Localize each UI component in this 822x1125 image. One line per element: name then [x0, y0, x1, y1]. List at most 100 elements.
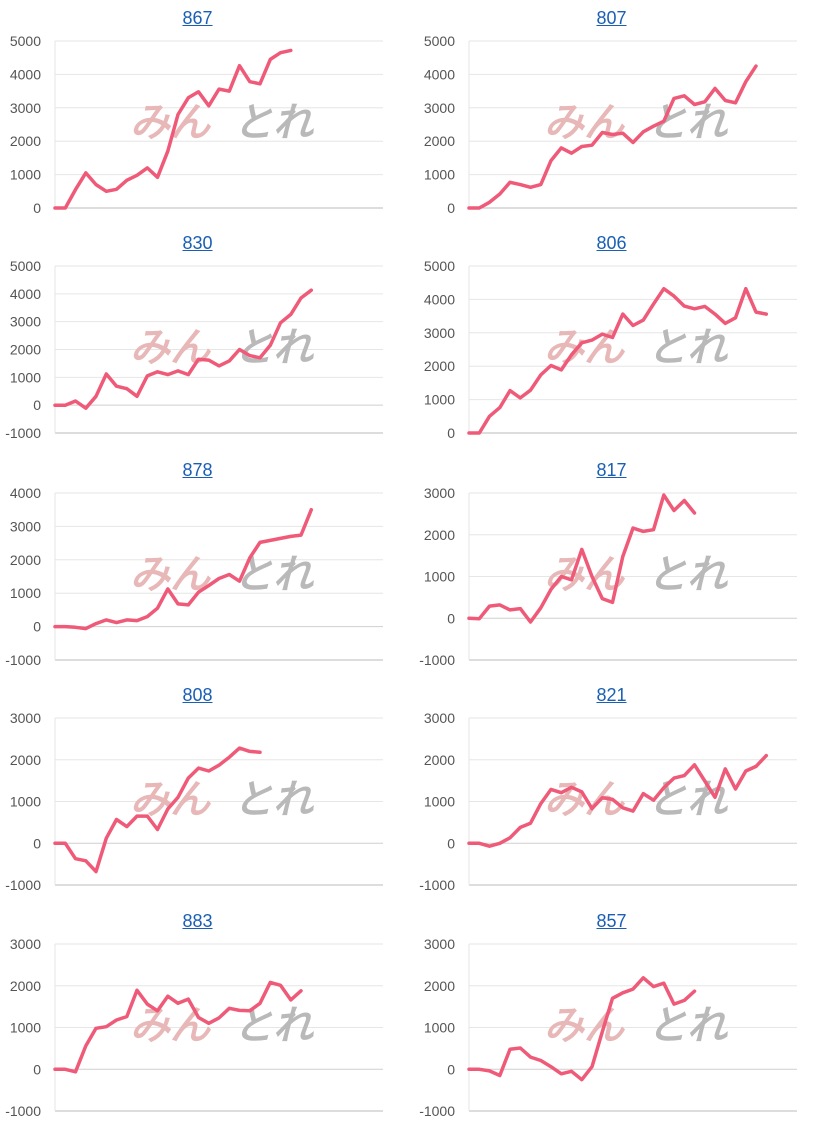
y-tick-label: 3000: [424, 710, 455, 726]
chart-panel-867: 0 1000 2000 3000 4000 5000 みん とれ 867: [0, 0, 395, 220]
watermark-text-right: とれ: [233, 777, 314, 823]
y-tick-label: 2000: [424, 978, 455, 994]
y-tick-label: 3000: [10, 100, 41, 116]
chart-panel-808: -1000 0 1000 2000 3000 みん とれ 808: [0, 677, 395, 897]
watermark-text-left: みん: [544, 325, 626, 371]
y-tick-label: 2000: [10, 133, 41, 149]
y-tick-label: 3000: [10, 936, 41, 952]
chart-panel-883: -1000 0 1000 2000 3000 みん とれ 883: [0, 903, 395, 1123]
y-tick-label: 2000: [10, 552, 41, 568]
line-chart: -1000 0 1000 2000 3000 みん とれ: [419, 936, 797, 1119]
y-tick-label: 0: [447, 425, 455, 441]
series-line: [53, 48, 293, 210]
y-tick-label: 4000: [10, 286, 41, 302]
series-line: [467, 286, 769, 435]
y-tick-label: 1000: [10, 167, 41, 183]
y-tick-label: 1000: [424, 167, 455, 183]
y-tick-label: 2000: [10, 978, 41, 994]
watermark-text-right: とれ: [647, 325, 728, 371]
y-tick-label: 3000: [424, 100, 455, 116]
series-line: [467, 64, 758, 210]
series-line: [467, 493, 697, 624]
chart-panel-807: 0 1000 2000 3000 4000 5000 みん とれ 807: [414, 0, 809, 220]
y-tick-label: -1000: [5, 877, 41, 893]
watermark-text-left: みん: [130, 1003, 212, 1049]
y-tick-label: 0: [447, 200, 455, 216]
y-tick-label: 1000: [424, 392, 455, 408]
y-tick-label: 2000: [10, 342, 41, 358]
chart-title-link[interactable]: 830: [182, 233, 213, 253]
chart-title-link[interactable]: 857: [596, 911, 627, 931]
watermark-logo: みん とれ: [544, 325, 728, 371]
y-tick-label: 2000: [424, 358, 455, 374]
y-tick-label: 0: [447, 610, 455, 626]
watermark-logo: みん とれ: [544, 777, 728, 823]
chart-title-link[interactable]: 807: [596, 8, 627, 28]
series-line: [53, 288, 314, 410]
y-tick-label: -1000: [5, 1103, 41, 1119]
chart-title-link[interactable]: 817: [596, 460, 627, 480]
y-tick-label: 0: [33, 200, 41, 216]
y-tick-label: 2000: [424, 527, 455, 543]
watermark-text-right: とれ: [647, 552, 728, 598]
chart-title-link[interactable]: 867: [182, 8, 213, 28]
y-tick-label: 5000: [424, 33, 455, 49]
y-tick-label: 0: [33, 835, 41, 851]
series-line: [53, 980, 303, 1074]
watermark-text-right: とれ: [233, 100, 314, 146]
chart-panel-857: -1000 0 1000 2000 3000 みん とれ 857: [414, 903, 809, 1123]
y-tick-label: 3000: [424, 325, 455, 341]
chart-title-link[interactable]: 883: [182, 911, 213, 931]
y-tick-label: 4000: [10, 485, 41, 501]
y-tick-label: -1000: [5, 425, 41, 441]
y-tick-label: 3000: [10, 710, 41, 726]
y-tick-label: 1000: [10, 794, 41, 810]
chart-title-link[interactable]: 806: [596, 233, 627, 253]
y-tick-label: 3000: [424, 936, 455, 952]
y-tick-label: -1000: [419, 1103, 455, 1119]
watermark-text-left: みん: [544, 1003, 626, 1049]
watermark-text-right: とれ: [647, 777, 728, 823]
y-tick-label: 1000: [424, 569, 455, 585]
y-tick-label: 1000: [424, 1020, 455, 1036]
line-chart: -1000 0 1000 2000 3000 4000 5000 みん とれ: [5, 258, 383, 441]
watermark-logo: みん とれ: [130, 777, 314, 823]
watermark-logo: みん とれ: [130, 100, 314, 146]
line-chart: 0 1000 2000 3000 4000 5000 みん とれ: [424, 258, 797, 441]
watermark-text-right: とれ: [233, 325, 314, 371]
watermark-logo: みん とれ: [544, 100, 728, 146]
watermark-text-left: みん: [130, 325, 212, 371]
y-tick-label: 1000: [10, 585, 41, 601]
chart-title-link[interactable]: 878: [182, 460, 213, 480]
y-tick-label: 0: [33, 1061, 41, 1077]
y-tick-label: -1000: [419, 877, 455, 893]
y-tick-label: 1000: [424, 794, 455, 810]
chart-panel-830: -1000 0 1000 2000 3000 4000 5000 みん とれ 830: [0, 225, 395, 445]
y-tick-label: -1000: [5, 652, 41, 668]
y-tick-label: 4000: [10, 66, 41, 82]
chart-title-link[interactable]: 808: [182, 685, 213, 705]
series-line: [53, 746, 262, 874]
y-tick-label: 1000: [10, 1020, 41, 1036]
series-line: [467, 976, 697, 1082]
line-chart: 0 1000 2000 3000 4000 5000 みん とれ: [424, 33, 797, 216]
watermark-logo: みん とれ: [130, 552, 314, 598]
line-chart: -1000 0 1000 2000 3000 4000 みん とれ: [5, 485, 383, 668]
y-tick-label: 3000: [10, 314, 41, 330]
y-tick-label: 0: [33, 619, 41, 635]
chart-panel-806: 0 1000 2000 3000 4000 5000 みん とれ 806: [414, 225, 809, 445]
watermark-text-left: みん: [544, 100, 626, 146]
y-tick-label: 0: [447, 1061, 455, 1077]
chart-panel-821: -1000 0 1000 2000 3000 みん とれ 821: [414, 677, 809, 897]
y-tick-label: 2000: [424, 752, 455, 768]
watermark-text-right: とれ: [647, 1003, 728, 1049]
y-tick-label: 5000: [10, 33, 41, 49]
watermark-logo: みん とれ: [130, 325, 314, 371]
y-tick-label: 1000: [10, 369, 41, 385]
y-tick-label: 3000: [10, 518, 41, 534]
chart-panel-817: -1000 0 1000 2000 3000 みん とれ 817: [414, 452, 809, 672]
chart-title-link[interactable]: 821: [596, 685, 627, 705]
